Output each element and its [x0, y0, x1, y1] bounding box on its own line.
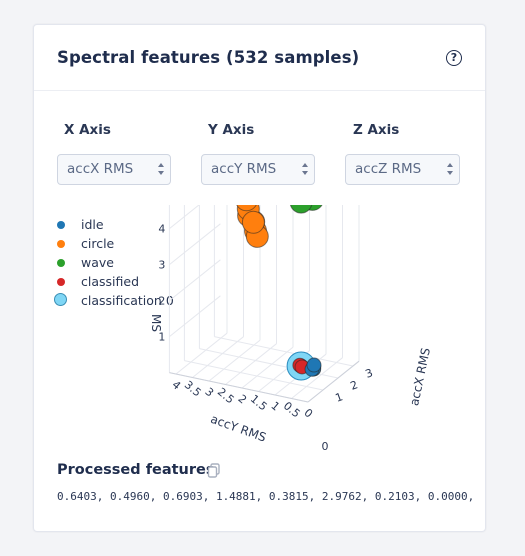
y-tick-label: 0.5 [281, 399, 303, 420]
panel-title: Spectral features (532 samples) [57, 48, 360, 67]
legend-marker-classification-0 [54, 293, 67, 306]
select-arrows-icon [158, 163, 164, 175]
axis-line [307, 360, 360, 403]
processed-features-title: Processed features [57, 462, 215, 478]
gridline [169, 259, 221, 301]
y-tick-label: 3.5 [182, 378, 204, 399]
z-axis-select[interactable]: accZ RMS [345, 154, 460, 185]
legend-marker-circle [57, 240, 65, 248]
x-axis-select[interactable]: accX RMS [57, 154, 171, 185]
y-axis-label: Y Axis [208, 122, 255, 138]
x-axis-title: accX RMS [407, 347, 433, 408]
y-tick-label: 2.5 [215, 385, 237, 406]
data-point-circle [241, 210, 265, 234]
axis-line [169, 372, 309, 403]
copy-icon[interactable] [207, 463, 221, 478]
x-axis-label: X Axis [64, 122, 111, 138]
gridline [291, 357, 343, 399]
gridline [214, 336, 354, 367]
gridline [192, 336, 244, 378]
data-point-circle [236, 205, 257, 212]
gridline [241, 346, 294, 389]
data-point-wave [289, 205, 313, 214]
legend-marker-wave [57, 259, 65, 267]
y-axis-title: accY RMS [209, 412, 268, 445]
z-axis-title: MS [149, 314, 163, 332]
z-tick-label: 3 [158, 259, 165, 272]
y-tick-label: 1.5 [248, 392, 270, 413]
x-tick-label: 2 [349, 378, 360, 393]
legend-marker-classified [57, 278, 65, 286]
legend-label: idle [81, 217, 104, 232]
x-axis-select-value: accX RMS [67, 161, 134, 177]
y-axis-select-value: accY RMS [211, 161, 277, 177]
y-tick-label: 4 [169, 378, 183, 392]
gridline [175, 332, 228, 375]
x-tick-label: 3 [364, 366, 375, 381]
z-tick-label: 4 [158, 223, 165, 236]
y-tick-label: 3 [202, 385, 216, 399]
z-axis-label: Z Axis [353, 122, 400, 138]
legend-label: wave [81, 255, 114, 270]
gridline [184, 360, 324, 391]
y-tick-label: 2 [235, 392, 249, 406]
legend-marker-idle [57, 221, 65, 229]
legend-label: circle [81, 236, 115, 251]
z-tick-label: 1 [158, 331, 165, 344]
y-tick-label: 0 [322, 440, 329, 453]
z-axis-select-value: accZ RMS [355, 161, 422, 177]
processed-features-values: 0.6403, 0.4960, 0.6903, 1.4881, 0.3815, … [57, 490, 477, 503]
gridline [208, 339, 261, 382]
legend-label: classification 0 [81, 293, 174, 308]
select-arrows-icon [302, 163, 308, 175]
z-tick-label: 2 [158, 295, 165, 308]
y-tick-label: 1 [268, 399, 282, 413]
gridline [225, 343, 277, 385]
plot-points [236, 205, 323, 381]
gridline [169, 295, 221, 337]
gridline [169, 205, 200, 229]
legend-label: classified [81, 274, 140, 289]
panel-header: Spectral features (532 samples) ? [34, 25, 485, 91]
gridline [169, 223, 221, 265]
y-axis-select[interactable]: accY RMS [201, 154, 315, 185]
select-arrows-icon [447, 163, 453, 175]
data-point-idle [306, 357, 322, 373]
y-tick-label: 0 [301, 406, 315, 420]
help-circle-icon[interactable]: ? [446, 49, 462, 66]
x-tick-label: 1 [334, 390, 345, 405]
